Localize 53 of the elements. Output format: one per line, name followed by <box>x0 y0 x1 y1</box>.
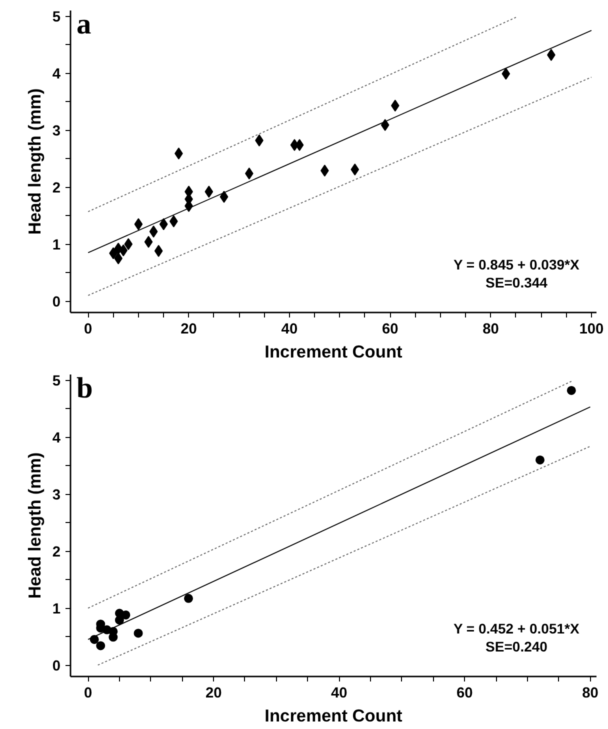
x-axis-title: Increment Count <box>264 342 403 362</box>
y-tick-label: 4 <box>52 430 62 447</box>
point <box>154 244 163 257</box>
x-axis-title: Increment Count <box>264 706 403 726</box>
y-axis-title: Head length (mm) <box>24 452 44 599</box>
y-tick-label: 1 <box>52 238 61 254</box>
point <box>350 163 360 176</box>
annotation: SE=0.344 <box>486 274 548 290</box>
x-tick-label: 60 <box>456 686 473 702</box>
x-tick-label: 20 <box>205 686 222 702</box>
x-tick-label: 80 <box>582 686 598 702</box>
point <box>134 218 143 230</box>
chart-title: b <box>76 372 93 404</box>
point <box>220 190 228 203</box>
point <box>114 616 124 625</box>
point <box>119 244 128 256</box>
point <box>380 119 390 132</box>
x-tick-label: 0 <box>84 686 92 702</box>
point <box>149 226 158 238</box>
point <box>536 455 545 464</box>
y-tick-label: 1 <box>52 602 61 618</box>
y-tick-label: 2 <box>52 180 61 197</box>
point <box>566 386 576 395</box>
y-tick-label: 3 <box>52 124 61 140</box>
point <box>502 68 510 80</box>
y-tick-label: 5 <box>52 10 61 26</box>
y-tick-label: 5 <box>52 374 61 390</box>
point <box>121 610 130 620</box>
y-tick-label: 0 <box>52 294 61 311</box>
y-tick-label: 3 <box>52 488 61 504</box>
y-axis-title: Head length (mm) <box>24 88 44 235</box>
point <box>124 238 133 250</box>
point <box>96 641 106 650</box>
annotation: Y = 0.452 + 0.051*X <box>453 620 580 636</box>
x-tick-label: 80 <box>482 322 499 338</box>
point <box>159 218 168 230</box>
x-tick-label: 20 <box>180 322 197 338</box>
y-tick-label: 0 <box>52 658 61 675</box>
annotation: Y = 0.845 + 0.039*X <box>453 256 580 272</box>
x-tick-label: 60 <box>382 322 398 338</box>
y-tick-label: 2 <box>52 544 61 561</box>
point <box>204 186 214 198</box>
point <box>390 100 400 112</box>
x-tick-label: 40 <box>331 686 348 702</box>
y-tick-label: 4 <box>52 66 62 83</box>
point <box>184 594 194 603</box>
x-tick-label: 100 <box>579 322 604 338</box>
point <box>134 628 143 638</box>
x-tick-label: 0 <box>84 322 92 338</box>
annotation: SE=0.240 <box>486 638 548 654</box>
point <box>144 236 153 248</box>
chart-title: a <box>76 8 92 40</box>
x-tick-label: 40 <box>281 322 298 338</box>
